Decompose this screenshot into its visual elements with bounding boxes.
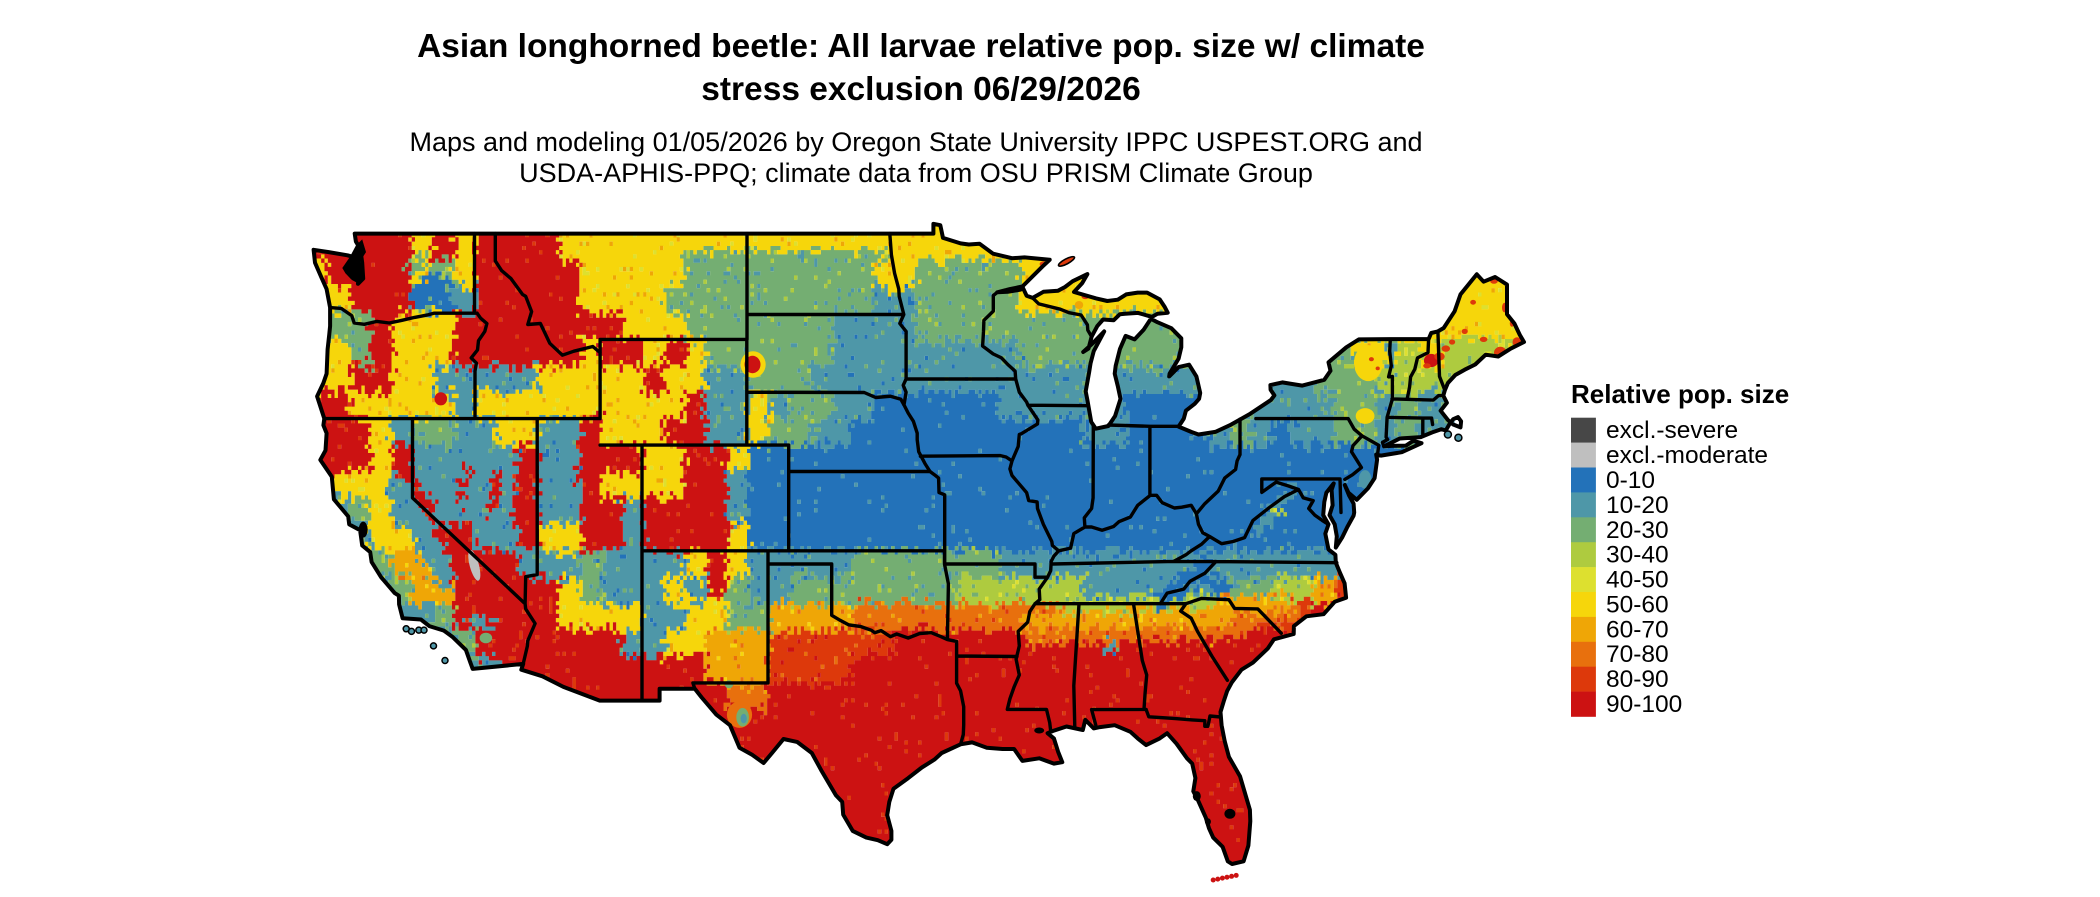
svg-text:80-90: 80-90 bbox=[1606, 666, 1669, 693]
svg-text:30-40: 30-40 bbox=[1606, 542, 1669, 569]
svg-text:Asian longhorned beetle: All l: Asian longhorned beetle: All larvae rela… bbox=[417, 28, 1425, 65]
svg-text:excl.-severe: excl.-severe bbox=[1606, 417, 1738, 444]
svg-text:40-50: 40-50 bbox=[1606, 567, 1669, 594]
svg-text:90-100: 90-100 bbox=[1606, 691, 1682, 718]
svg-text:70-80: 70-80 bbox=[1606, 641, 1669, 668]
svg-text:20-30: 20-30 bbox=[1606, 517, 1669, 544]
svg-text:50-60: 50-60 bbox=[1606, 592, 1669, 619]
svg-text:stress exclusion 06/29/2026: stress exclusion 06/29/2026 bbox=[701, 71, 1141, 108]
svg-text:Relative pop. size: Relative pop. size bbox=[1571, 379, 1789, 409]
svg-text:excl.-moderate: excl.-moderate bbox=[1606, 442, 1768, 469]
svg-text:10-20: 10-20 bbox=[1606, 492, 1669, 519]
svg-text:USDA-APHIS-PPQ; climate data f: USDA-APHIS-PPQ; climate data from OSU PR… bbox=[519, 158, 1313, 188]
svg-text:0-10: 0-10 bbox=[1606, 467, 1655, 494]
svg-text:Maps and modeling 01/05/2026 b: Maps and modeling 01/05/2026 by Oregon S… bbox=[409, 127, 1422, 157]
svg-text:60-70: 60-70 bbox=[1606, 616, 1669, 643]
